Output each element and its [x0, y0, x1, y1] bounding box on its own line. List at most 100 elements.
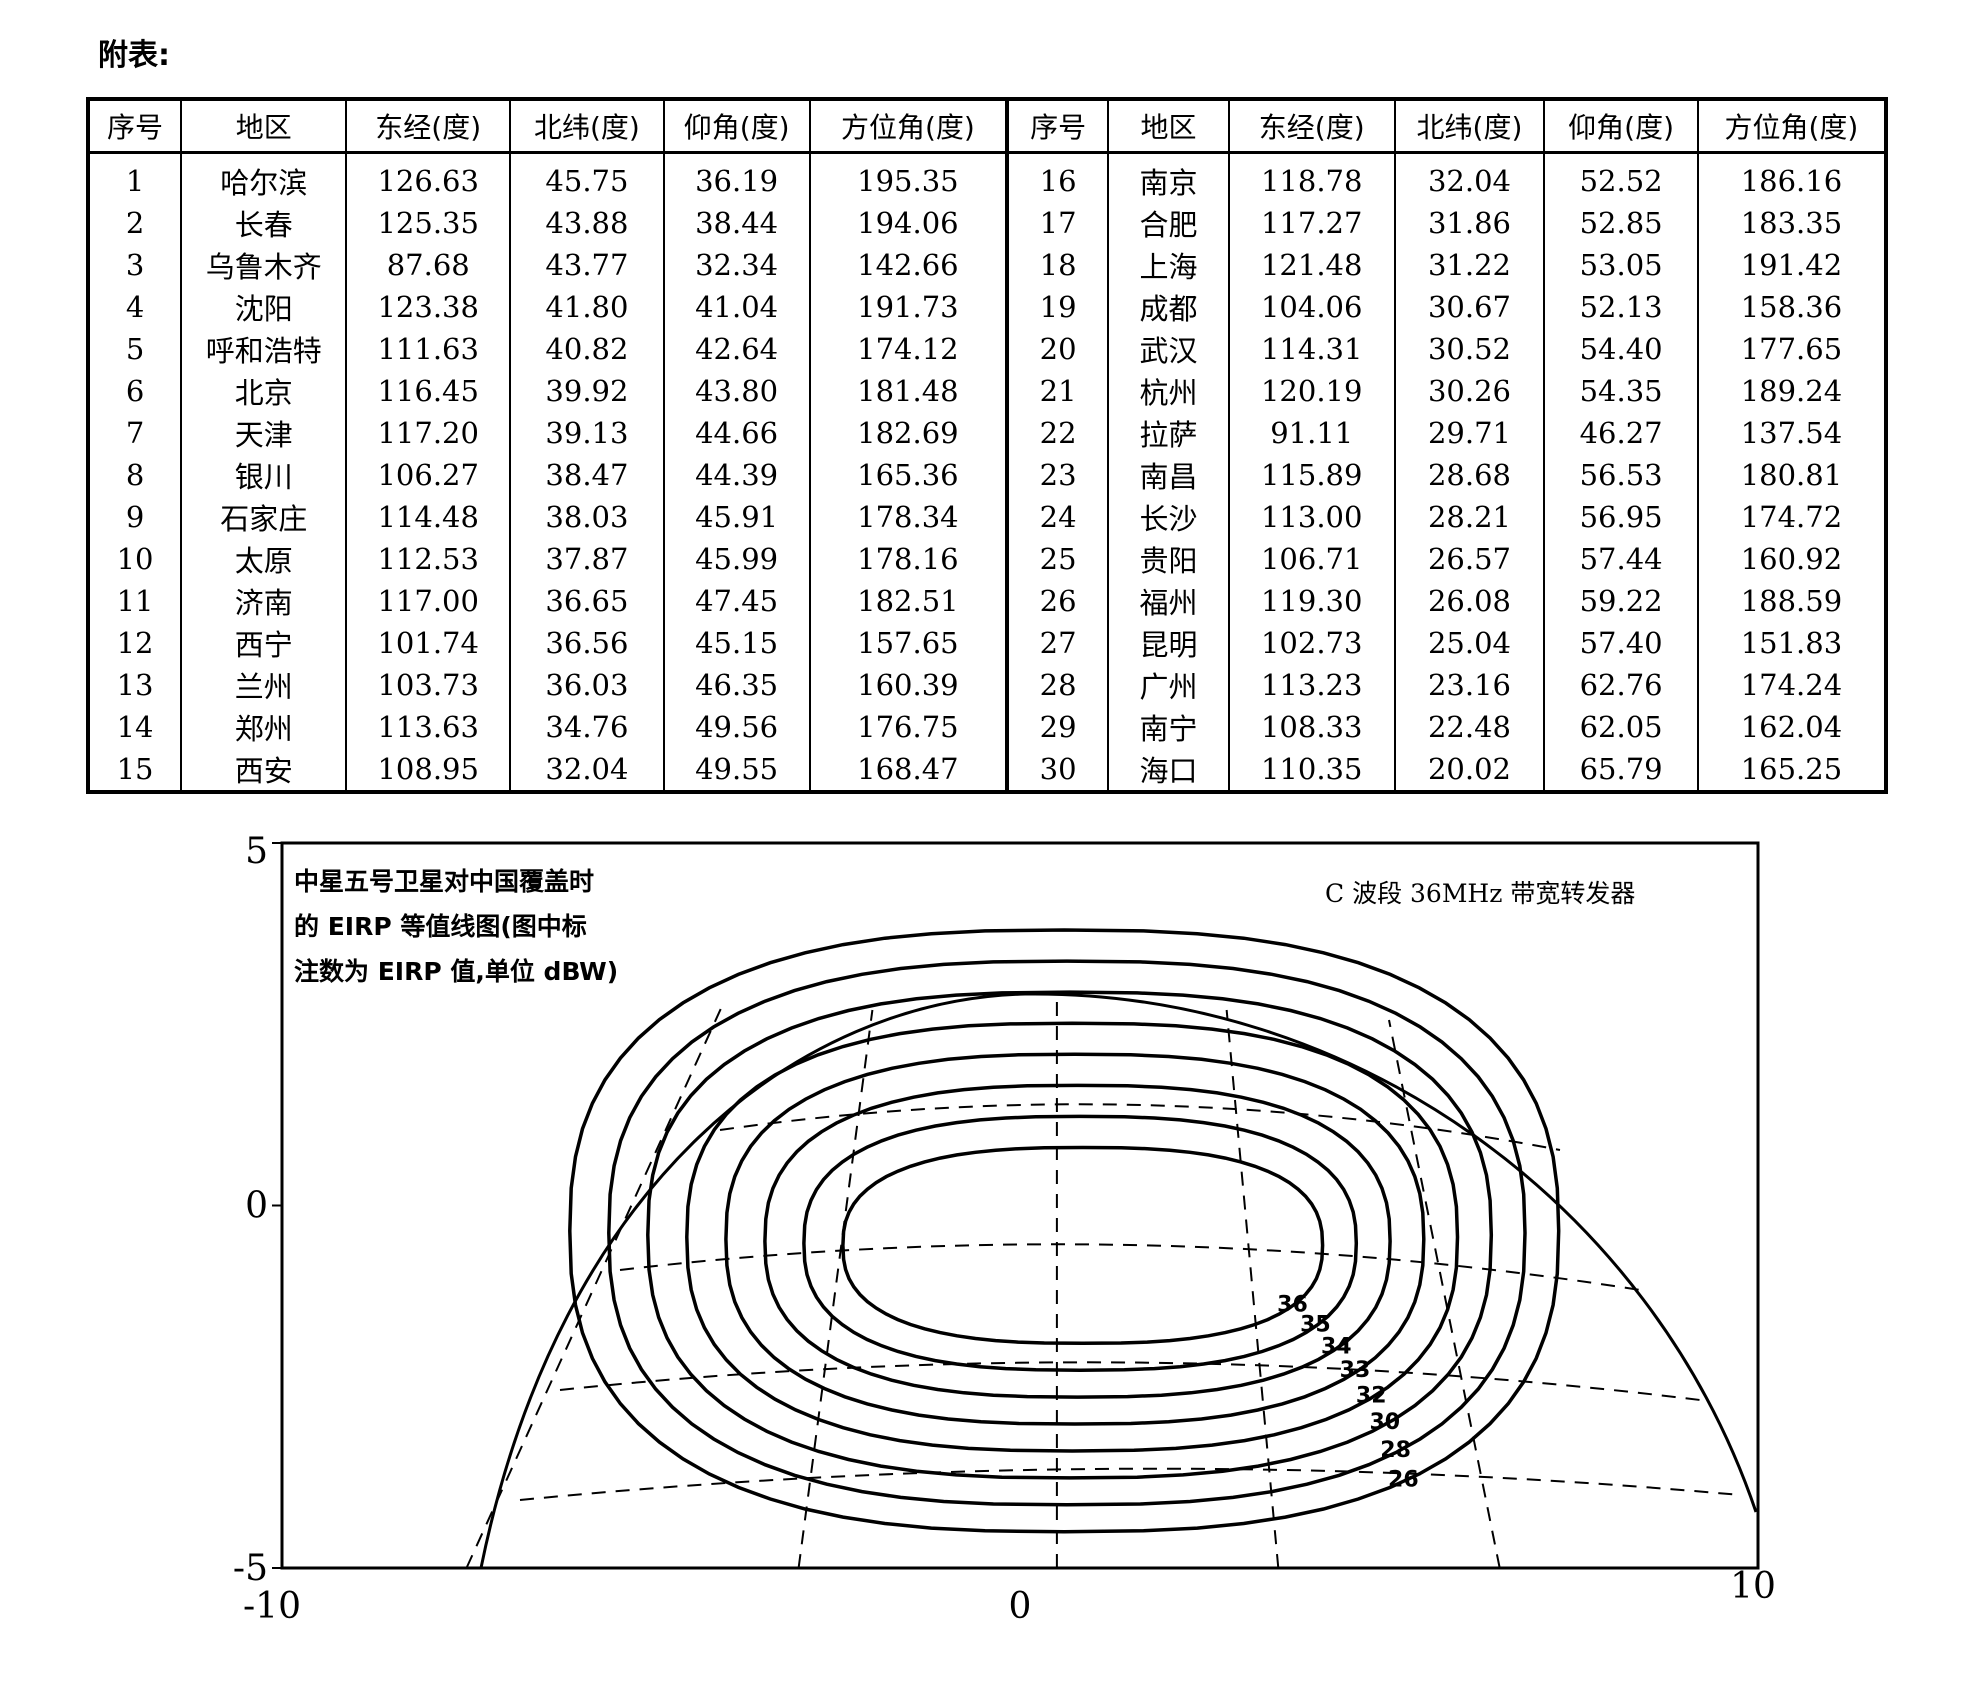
table-cell: 115.89	[1227, 454, 1395, 496]
table-cell: 165.25	[1696, 748, 1886, 792]
table-cell: 174.72	[1696, 496, 1886, 538]
contour-label: 34	[1321, 1335, 1352, 1360]
table-cell: 36.56	[509, 622, 664, 664]
table-cell: 上海	[1107, 244, 1229, 286]
table-cell: 合肥	[1107, 202, 1229, 244]
x-tick-label: -10	[243, 1586, 301, 1627]
table-cell: 24	[1005, 496, 1109, 538]
table-cell: 47.45	[662, 580, 810, 622]
table-cell: 46.35	[662, 664, 810, 706]
contour-label: 30	[1369, 1410, 1400, 1435]
table-cell: 2	[86, 202, 182, 244]
column-header: 方位角(度)	[808, 99, 1008, 154]
table-cell: 兰州	[180, 664, 347, 706]
table-cell: 呼和浩特	[180, 328, 347, 370]
chart-title-line-3: 注数为 EIRP 值,单位 dBW)	[294, 957, 618, 986]
table-cell: 56.95	[1543, 496, 1698, 538]
table-cell: 乌鲁木齐	[180, 244, 347, 286]
contour-line-32	[685, 1021, 1460, 1453]
table-cell: 174.12	[808, 328, 1008, 370]
table-cell: 32.04	[1393, 152, 1545, 202]
table-cell: 49.55	[662, 748, 810, 792]
table-cell: 108.95	[345, 748, 511, 792]
table-cell: 113.00	[1227, 496, 1395, 538]
table-cell: 9	[86, 496, 182, 538]
table-row: 13 兰州 103.73 36.03 46.35 160.39 28 广州 113.23 23.1…	[86, 664, 1886, 706]
table-cell: 14	[86, 706, 182, 748]
table-cell: 南昌	[1107, 454, 1229, 496]
contour-line-34	[763, 1083, 1392, 1399]
table-cell: 165.36	[808, 454, 1008, 496]
table-cell: 石家庄	[180, 496, 347, 538]
x-tick-label: 10	[1730, 1566, 1776, 1607]
table-cell: 武汉	[1107, 328, 1229, 370]
table-row: 6 北京 116.45 39.92 43.80 181.48 21 杭州 120.19 30.26…	[86, 370, 1886, 412]
graticule-parallel	[519, 1467, 1741, 1501]
table-cell: 成都	[1107, 286, 1229, 328]
table-cell: 121.48	[1227, 244, 1395, 286]
table-cell: 36.19	[662, 152, 810, 202]
table-cell: 137.54	[1696, 412, 1886, 454]
table-cell: 142.66	[808, 244, 1008, 286]
table-cell: 昆明	[1107, 622, 1229, 664]
table-cell: 21	[1005, 370, 1109, 412]
table-cell: 28	[1005, 664, 1109, 706]
table-cell: 25	[1005, 538, 1109, 580]
table-cell: 29	[1005, 706, 1109, 748]
table-cell: 5	[86, 328, 182, 370]
table-cell: 沈阳	[180, 286, 347, 328]
table-cell: 106.71	[1227, 538, 1395, 580]
table-cell: 120.19	[1227, 370, 1395, 412]
city-angle-table: 序号 地区 东经(度) 北纬(度) 仰角(度) 方位角(度) 序号 地区 东经(度) 北纬(度) 仰…	[86, 97, 1888, 794]
contour-label: 26	[1388, 1467, 1419, 1492]
table-cell: 32.34	[662, 244, 810, 286]
graticule-parallel	[719, 1103, 1561, 1151]
table-cell: 30.26	[1393, 370, 1545, 412]
table-cell: 38.47	[509, 454, 664, 496]
column-header: 东经(度)	[1227, 99, 1395, 154]
table-cell: 南京	[1107, 152, 1229, 202]
table-cell: 38.03	[509, 496, 664, 538]
table-cell: 7	[86, 412, 182, 454]
table-cell: 118.78	[1227, 152, 1395, 202]
table-cell: 23	[1005, 454, 1109, 496]
table-row: 12 西宁 101.74 36.56 45.15 157.65 27 昆明 102.73 25.0…	[86, 622, 1886, 664]
table-cell: 151.83	[1696, 622, 1886, 664]
table-cell: 177.65	[1696, 328, 1886, 370]
table-cell: 43.80	[662, 370, 810, 412]
table-cell: 31.22	[1393, 244, 1545, 286]
table-cell: 30.67	[1393, 286, 1545, 328]
column-header: 地区	[180, 99, 347, 154]
table-cell: 8	[86, 454, 182, 496]
table-cell: 168.47	[808, 748, 1008, 792]
table-cell: 54.35	[1543, 370, 1698, 412]
table-cell: 长沙	[1107, 496, 1229, 538]
table-cell: 天津	[180, 412, 347, 454]
contour-label: 33	[1340, 1358, 1371, 1383]
contour-line-35	[802, 1114, 1359, 1372]
table-row: 10 太原 112.53 37.87 45.99 178.16 25 贵阳 106.71 26.5…	[86, 538, 1886, 580]
graticule-meridian	[1388, 1019, 1501, 1569]
table-cell: 52.52	[1543, 152, 1698, 202]
table-cell: 36.65	[509, 580, 664, 622]
table-cell: 160.39	[808, 664, 1008, 706]
contour-line-30	[646, 990, 1494, 1480]
column-header: 北纬(度)	[509, 99, 664, 154]
table-cell: 59.22	[1543, 580, 1698, 622]
table-cell: 56.53	[1543, 454, 1698, 496]
table-cell: 南宁	[1107, 706, 1229, 748]
table-cell: 174.24	[1696, 664, 1886, 706]
table-cell: 106.27	[345, 454, 511, 496]
table-cell: 54.40	[1543, 328, 1698, 370]
table-cell: 123.38	[345, 286, 511, 328]
table-cell: 113.23	[1227, 664, 1395, 706]
table-cell: 银川	[180, 454, 347, 496]
table-cell: 87.68	[345, 244, 511, 286]
table-cell: 62.76	[1543, 664, 1698, 706]
table-row: 11 济南 117.00 36.65 47.45 182.51 26 福州 119.30 26.0…	[86, 580, 1886, 622]
graticule-meridian	[797, 1009, 874, 1569]
table-cell: 28.21	[1393, 496, 1545, 538]
y-tick-label: -5	[233, 1548, 268, 1589]
table-cell: 191.42	[1696, 244, 1886, 286]
table-cell: 42.64	[662, 328, 810, 370]
